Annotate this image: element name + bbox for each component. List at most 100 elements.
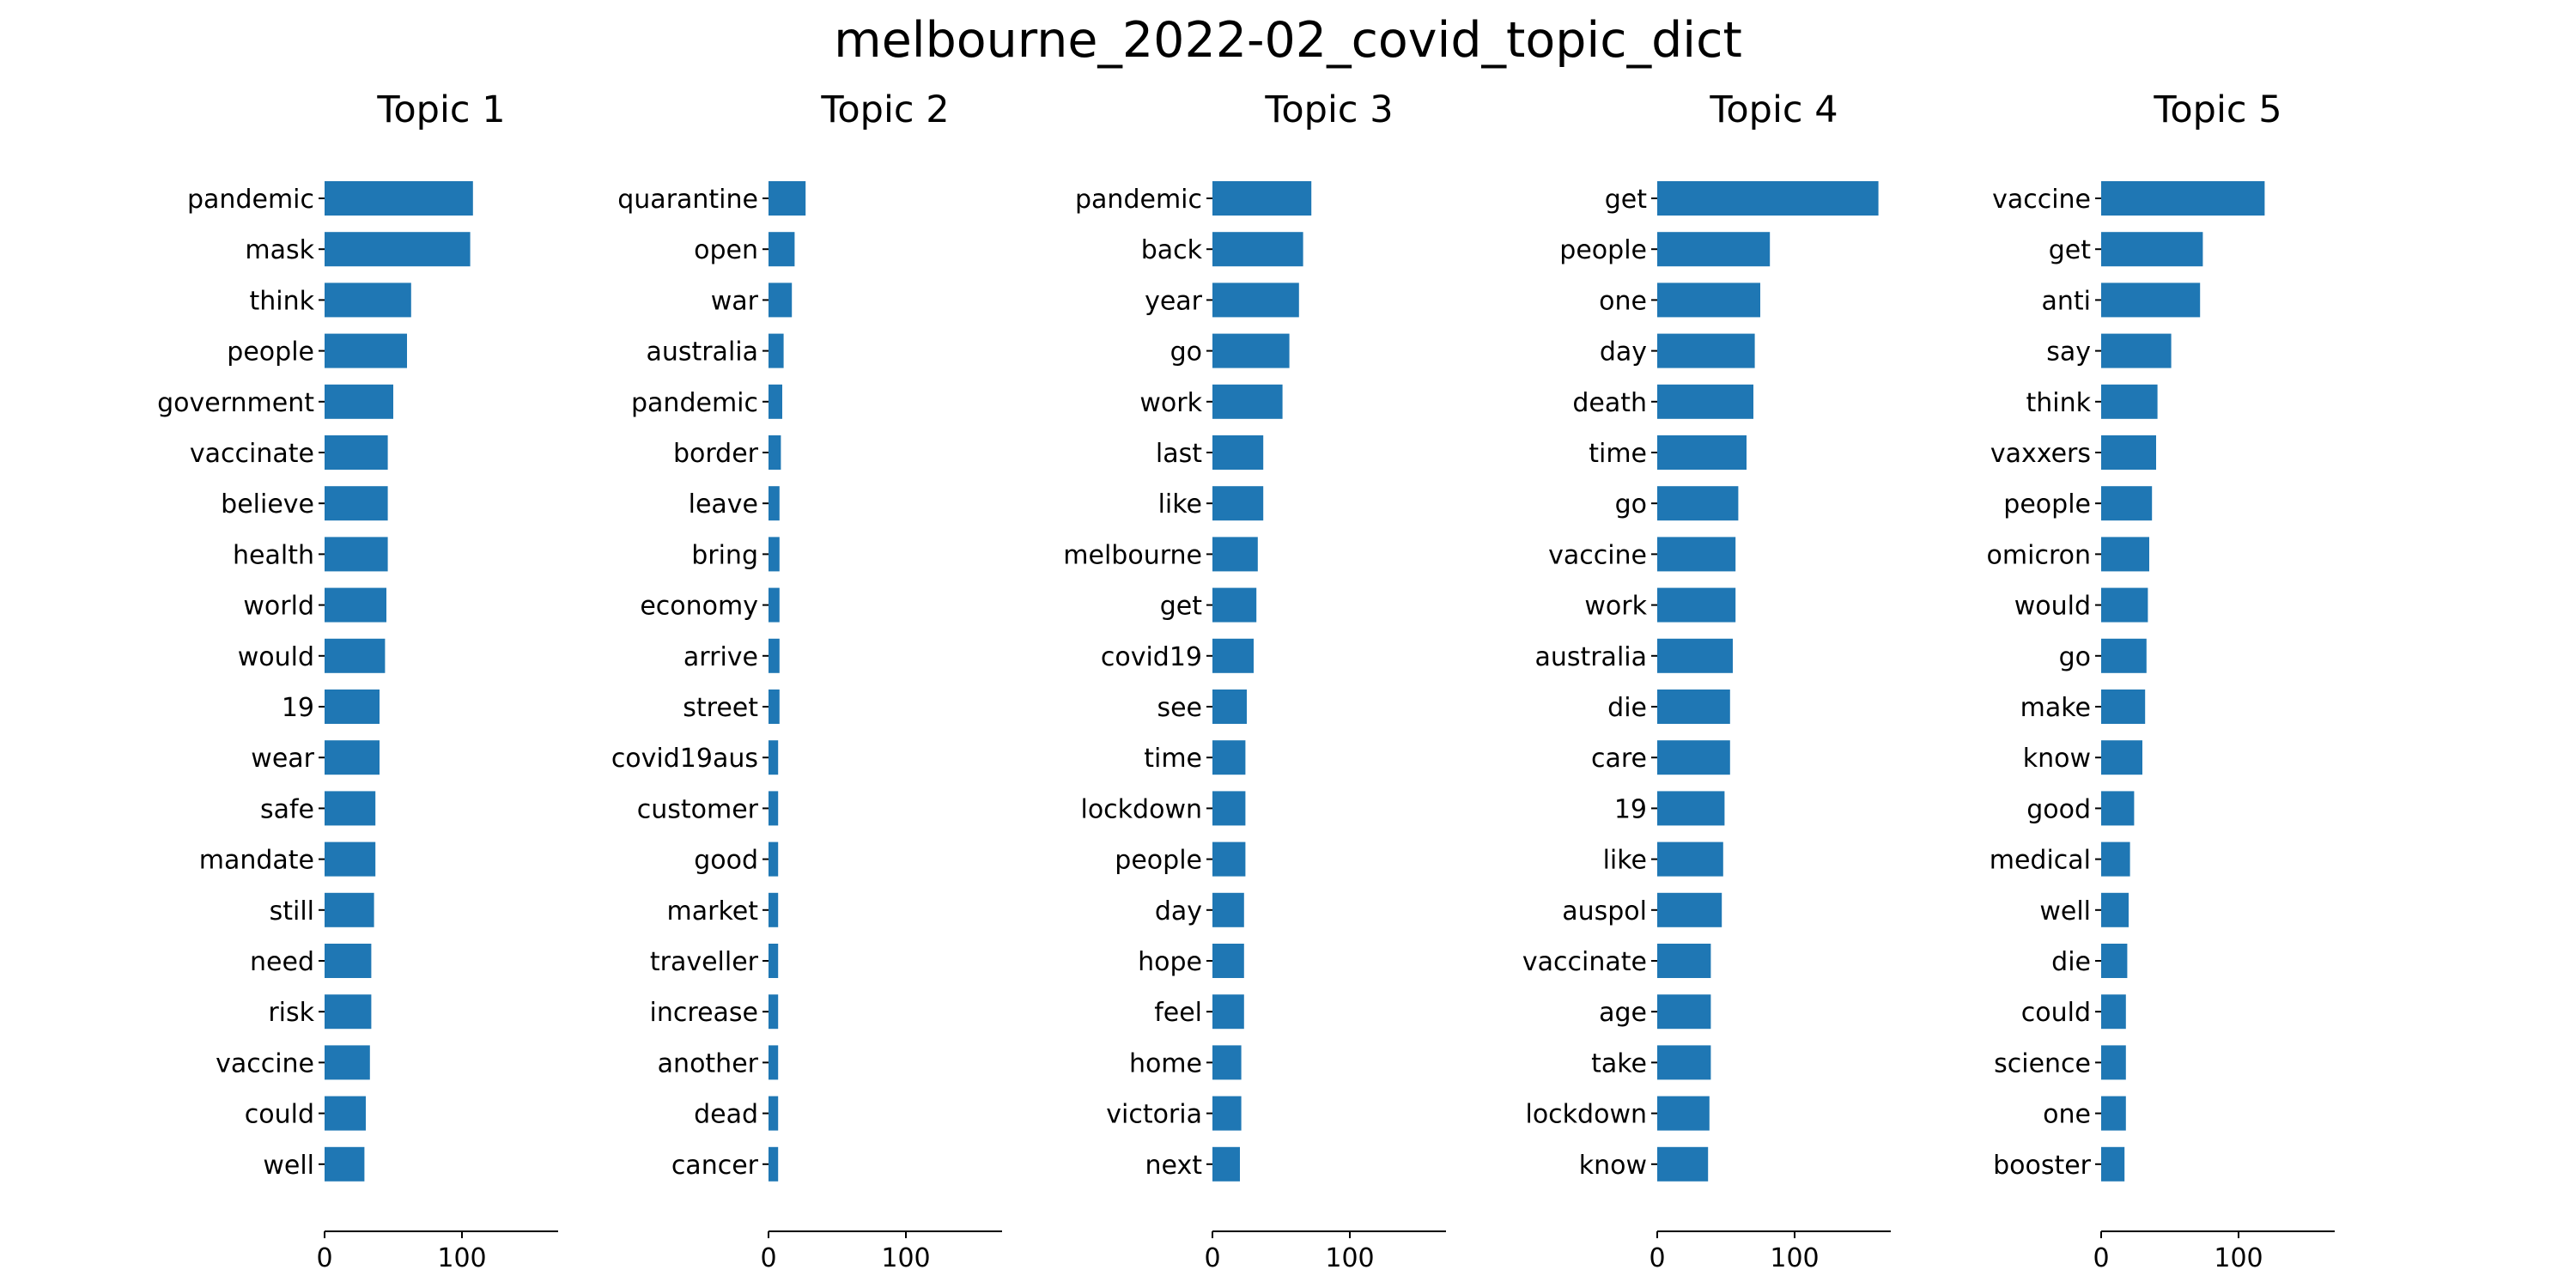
y-tick-label: mandate: [199, 846, 314, 876]
topic-panel: Topic 1 pandemic mask think people government…: [157, 88, 558, 1273]
bar: [1212, 486, 1264, 521]
y-tick-label: open: [694, 235, 758, 265]
y-tick-label: omicron: [1987, 540, 2091, 570]
y-tick-label: safe: [260, 794, 314, 824]
bar: [325, 435, 388, 470]
bar: [2101, 638, 2147, 673]
bar: [2101, 435, 2156, 470]
bar: [769, 740, 779, 775]
bar: [769, 1146, 779, 1182]
topic-panel: Topic 3 pandemic back year go work last like mel…: [1063, 88, 1446, 1273]
y-tick-label: melbourne: [1063, 540, 1202, 570]
x-tick-label: 100: [437, 1243, 486, 1273]
bar: [1657, 283, 1760, 318]
bar: [769, 690, 780, 724]
bar: [325, 791, 376, 826]
bar: [1212, 1045, 1242, 1080]
y-tick-label: still: [270, 896, 314, 927]
bar: [325, 587, 386, 623]
bar: [769, 841, 779, 877]
y-tick-label: go: [2059, 642, 2091, 672]
bar: [2101, 994, 2126, 1030]
bar: [769, 994, 779, 1030]
y-tick-label: arrive: [683, 642, 758, 672]
bar: [1212, 1096, 1242, 1131]
topic-panels: Topic 1 pandemic mask think people government…: [157, 88, 2335, 1273]
bar: [769, 1045, 779, 1080]
y-tick-label: lockdown: [1525, 1100, 1647, 1130]
x-tick-label: 0: [1649, 1243, 1665, 1273]
bar: [769, 283, 793, 318]
bar: [1212, 791, 1246, 826]
bar: [1212, 232, 1303, 267]
bar: [2101, 944, 2128, 978]
bar: [1212, 740, 1246, 775]
bar: [769, 486, 780, 521]
y-tick-label: year: [1145, 286, 1203, 316]
bar: [325, 1096, 366, 1131]
bar: [2101, 283, 2201, 318]
bar: [1657, 232, 1771, 267]
bar: [769, 1096, 779, 1131]
x-tick-label: 0: [760, 1243, 776, 1273]
y-tick-label: home: [1129, 1048, 1202, 1078]
y-tick-label: make: [2020, 693, 2091, 723]
y-tick-label: world: [243, 592, 314, 622]
bar: [2101, 690, 2146, 724]
bar: [1657, 1045, 1711, 1080]
y-tick-label: one: [2043, 1100, 2091, 1130]
y-tick-label: get: [2049, 235, 2092, 265]
y-tick-label: people: [2003, 489, 2091, 519]
y-tick-label: wear: [251, 744, 314, 774]
y-tick-label: 19: [282, 693, 314, 723]
y-tick-label: government: [157, 388, 314, 418]
bar: [1657, 435, 1747, 470]
bar: [325, 181, 473, 216]
y-tick-label: go: [1170, 337, 1202, 368]
bar: [2101, 740, 2142, 775]
y-tick-label: traveller: [650, 947, 759, 977]
bar: [2101, 587, 2148, 623]
y-tick-label: market: [667, 896, 759, 927]
bar: [769, 435, 781, 470]
bar: [325, 892, 374, 927]
topic-panel: Topic 4 get people one day death time go vaccine…: [1522, 88, 1891, 1273]
bar: [2101, 333, 2172, 368]
y-tick-label: auspol: [1562, 896, 1647, 927]
x-tick-label: 0: [316, 1243, 332, 1273]
bar: [769, 232, 795, 267]
y-tick-label: bring: [691, 540, 758, 570]
bar: [1657, 638, 1733, 673]
y-tick-label: think: [2026, 388, 2092, 418]
bar: [1657, 1096, 1710, 1131]
panel-title: Topic 4: [1709, 88, 1838, 131]
y-tick-label: vaxxers: [1990, 439, 2091, 469]
bar: [2101, 486, 2153, 521]
bar: [1212, 841, 1246, 877]
bar: [1212, 892, 1244, 927]
y-tick-label: would: [238, 642, 314, 672]
bar: [325, 1045, 370, 1080]
y-tick-label: vaccinate: [1522, 947, 1647, 977]
y-tick-label: leave: [689, 489, 758, 519]
bar: [325, 384, 393, 419]
y-tick-label: cancer: [671, 1151, 759, 1181]
x-tick-label: 100: [1325, 1243, 1374, 1273]
bar: [1212, 690, 1247, 724]
bar: [1212, 587, 1257, 623]
bar: [2101, 791, 2135, 826]
y-tick-label: anti: [2042, 286, 2092, 316]
y-tick-label: age: [1599, 998, 1647, 1028]
y-tick-label: covid19: [1101, 642, 1202, 672]
y-tick-label: believe: [221, 489, 314, 519]
panel-title: Topic 2: [820, 88, 949, 131]
y-tick-label: death: [1572, 388, 1647, 418]
figure-title: melbourne_2022-02_covid_topic_dict: [834, 12, 1742, 69]
bar: [1657, 994, 1711, 1030]
bar: [1657, 740, 1730, 775]
y-tick-label: back: [1141, 235, 1203, 265]
y-tick-label: take: [1591, 1048, 1647, 1078]
y-tick-label: covid19aus: [611, 744, 758, 774]
bar: [2101, 841, 2130, 877]
